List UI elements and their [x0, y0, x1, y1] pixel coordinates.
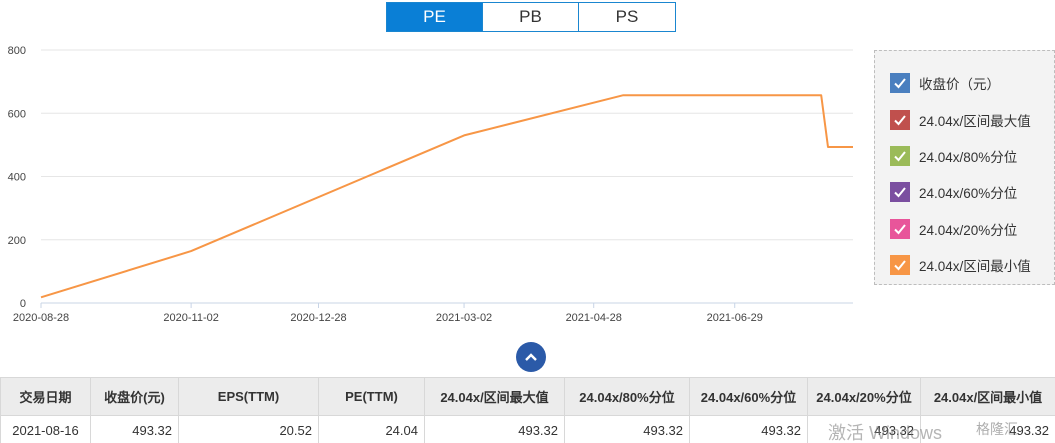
- collapse-table-button[interactable]: [516, 342, 546, 372]
- legend-item-20-percentile[interactable]: 24.04x/20%分位: [875, 211, 1054, 247]
- column-header-60-percentile[interactable]: 24.04x/60%分位: [689, 377, 808, 416]
- chevron-up-icon: [525, 353, 537, 361]
- legend-label: 24.04x/60%分位: [919, 186, 1018, 202]
- series-line-range-min: [40, 94, 853, 299]
- y-tick-label: 400: [8, 172, 26, 184]
- legend-item-60-percentile[interactable]: 24.04x/60%分位: [875, 174, 1054, 210]
- checkbox-checked-icon: [890, 145, 910, 166]
- column-header-close-price[interactable]: 收盘价(元): [90, 377, 179, 416]
- y-tick-label: 0: [20, 298, 26, 310]
- cell-80-percentile: 493.32: [564, 415, 690, 443]
- valuation-tabs: PE PB PS: [386, 2, 676, 32]
- y-tick-label: 200: [8, 235, 26, 247]
- cell-range-min: 493.32: [920, 415, 1055, 443]
- tab-pb[interactable]: PB: [483, 3, 579, 31]
- checkbox-checked-icon: [890, 73, 910, 94]
- legend-label: 收盘价（元）: [919, 77, 1000, 93]
- legend-item-close-price[interactable]: 收盘价（元）: [875, 65, 1054, 101]
- x-tick-label: 2021-06-29: [707, 312, 763, 324]
- checkbox-checked-icon: [890, 255, 910, 276]
- column-header-eps[interactable]: EPS(TTM): [178, 377, 319, 416]
- table-row: 2021-08-16 493.32 20.52 24.04 493.32 493…: [0, 415, 1055, 443]
- legend-label: 24.04x/区间最小值: [919, 259, 1031, 275]
- column-header-range-min[interactable]: 24.04x/区间最小值: [920, 377, 1055, 416]
- tab-pe[interactable]: PE: [387, 3, 483, 31]
- checkbox-checked-icon: [890, 182, 910, 203]
- y-tick-label: 800: [8, 45, 26, 57]
- column-header-range-max[interactable]: 24.04x/区间最大值: [424, 377, 565, 416]
- column-header-pe[interactable]: PE(TTM): [318, 377, 425, 416]
- checkbox-checked-icon: [890, 218, 910, 239]
- chart-legend: 收盘价（元） 24.04x/区间最大值 24.04x/80%分位 24.04x/…: [874, 50, 1055, 285]
- legend-item-range-max[interactable]: 24.04x/区间最大值: [875, 101, 1054, 137]
- legend-item-80-percentile[interactable]: 24.04x/80%分位: [875, 138, 1054, 174]
- legend-label: 24.04x/区间最大值: [919, 113, 1031, 129]
- cell-pe: 24.04: [318, 415, 425, 443]
- legend-label: 24.04x/80%分位: [919, 149, 1018, 165]
- cell-eps: 20.52: [178, 415, 319, 443]
- legend-item-range-min[interactable]: 24.04x/区间最小值: [875, 247, 1054, 283]
- x-tick-label: 2020-12-28: [290, 312, 346, 324]
- valuation-table: 交易日期 收盘价(元) EPS(TTM) PE(TTM) 24.04x/区间最大…: [0, 377, 1055, 443]
- x-tick-label: 2020-11-02: [163, 312, 218, 324]
- x-tick-label: 2021-03-02: [436, 312, 492, 324]
- x-tick-label: 2021-04-28: [566, 312, 622, 324]
- cell-60-percentile: 493.32: [689, 415, 808, 443]
- column-header-trade-date[interactable]: 交易日期: [0, 377, 91, 416]
- table-header-row: 交易日期 收盘价(元) EPS(TTM) PE(TTM) 24.04x/区间最大…: [0, 377, 1055, 416]
- column-header-20-percentile[interactable]: 24.04x/20%分位: [807, 377, 921, 416]
- checkbox-checked-icon: [890, 109, 910, 130]
- x-tick-label: 2020-08-28: [13, 312, 69, 324]
- column-header-80-percentile[interactable]: 24.04x/80%分位: [564, 377, 690, 416]
- cell-20-percentile: 493.32: [807, 415, 921, 443]
- legend-label: 24.04x/20%分位: [919, 222, 1018, 238]
- cell-range-max: 493.32: [424, 415, 565, 443]
- cell-trade-date: 2021-08-16: [0, 415, 91, 443]
- cell-close-price: 493.32: [90, 415, 179, 443]
- y-tick-label: 600: [8, 108, 26, 120]
- valuation-line-chart: 0 200 400 600 800 2020-08-28 2020-11-02 2020-12…: [8, 45, 853, 324]
- tab-ps[interactable]: PS: [579, 3, 675, 31]
